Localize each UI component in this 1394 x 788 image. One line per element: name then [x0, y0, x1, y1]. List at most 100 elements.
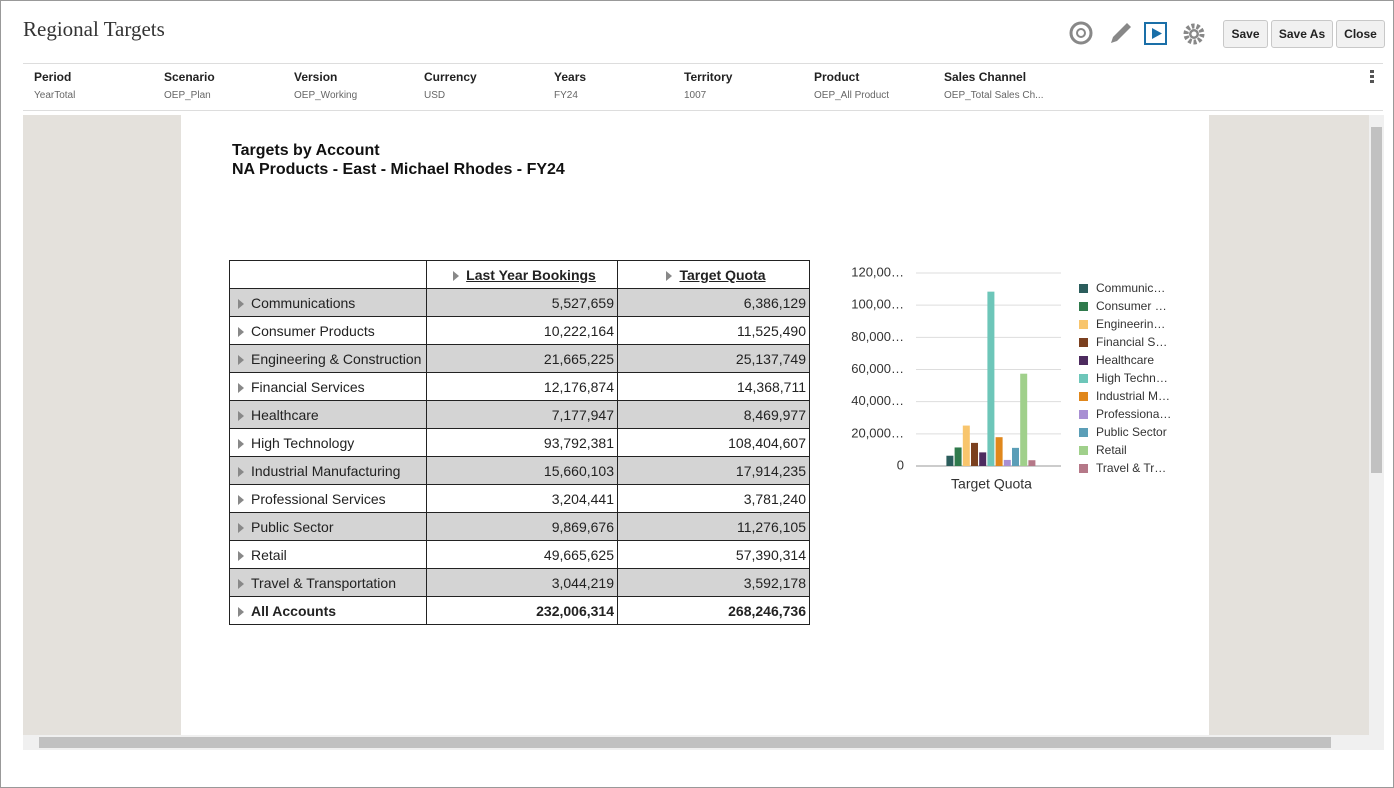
save-button[interactable]: Save [1223, 20, 1268, 48]
legend-swatch [1079, 320, 1088, 329]
close-button[interactable]: Close [1336, 20, 1385, 48]
bar [946, 455, 954, 466]
cell-text: Healthcare [251, 406, 319, 423]
value-cell: 10,222,164 [426, 316, 618, 345]
row: Travel & Transportation 3,044,219 3,592,17… [229, 568, 810, 597]
row-header: Communications [229, 288, 427, 317]
settings-icon[interactable] [1183, 23, 1205, 45]
expand-icon [238, 326, 244, 337]
legend-label: Public Sector [1096, 425, 1167, 439]
value-cell: 25,137,749 [617, 344, 810, 373]
expand-icon [238, 382, 244, 393]
legend-swatch [1079, 446, 1088, 455]
scroll-thumb[interactable] [1371, 127, 1382, 473]
report-subtitle: NA Products - East - Michael Rhodes - FY… [232, 161, 565, 178]
cell-text: Professional Services [251, 490, 386, 507]
cell-text: Travel & Transportation [251, 574, 396, 591]
vertical-scrollbar[interactable] [1369, 115, 1384, 735]
legend-label: Travel & Tr… [1096, 461, 1166, 475]
bar [971, 442, 978, 466]
legend-swatch [1079, 338, 1088, 347]
legend-label: Engineerin… [1096, 317, 1165, 331]
expand-icon [238, 522, 244, 533]
report-title: Targets by Account [232, 142, 380, 159]
value-cell: 57,390,314 [617, 540, 810, 569]
legend-label: Communic… [1096, 281, 1165, 295]
y-tick-label: 80,000… [851, 329, 904, 344]
run-icon[interactable] [1144, 22, 1167, 45]
cell-text: 21,665,225 [543, 350, 614, 367]
cell-text: 25,137,749 [735, 350, 806, 367]
cell-text: Engineering & Construction [251, 350, 422, 367]
expand-icon [238, 438, 244, 449]
scroll-thumb[interactable] [39, 737, 1331, 748]
row: Industrial Manufacturing 15,660,103 17,914… [229, 456, 810, 485]
cell-text: 57,390,314 [735, 546, 806, 563]
horizontal-scrollbar[interactable] [23, 735, 1384, 750]
expand-icon [238, 550, 244, 561]
cell-text: 14,368,711 [736, 378, 806, 395]
pov-label: Period [34, 70, 72, 84]
expand-icon [238, 298, 244, 309]
bar [1003, 459, 1011, 466]
value-cell: 93,792,381 [426, 428, 618, 457]
pov-value: USD [424, 90, 446, 101]
legend-swatch [1079, 428, 1088, 437]
edit-icon[interactable] [1111, 23, 1131, 43]
row: Communications 5,527,659 6,386,129 [229, 288, 810, 317]
legend-label: Retail [1096, 443, 1127, 457]
y-tick-label: 20,000… [851, 425, 904, 440]
legend-label: Professiona… [1096, 407, 1171, 421]
cell-text: 232,006,314 [536, 602, 614, 619]
row-header: Industrial Manufacturing [229, 456, 427, 485]
pov-value: YearTotal [34, 90, 76, 101]
pov-value: OEP_Plan [164, 90, 211, 101]
expand-icon [238, 466, 244, 477]
help-icon[interactable] [1069, 21, 1093, 45]
toolbar-icons[interactable] [1067, 19, 1217, 49]
cell-text: High Technology [251, 434, 355, 451]
cell-text: 3,781,240 [743, 490, 806, 507]
value-cell: 108,404,607 [617, 428, 810, 457]
legend-label: Consumer … [1096, 299, 1167, 313]
expand-icon [666, 270, 673, 281]
bar [1012, 447, 1019, 466]
expand-icon [238, 494, 244, 505]
pov-label: Version [294, 70, 338, 84]
pov-menu[interactable] [1369, 70, 1375, 84]
cell-text: Financial Services [251, 378, 365, 395]
bar [995, 437, 1003, 466]
cell-text: 12,176,874 [543, 378, 614, 395]
expand-icon [238, 606, 244, 617]
column-header: Target Quota [617, 260, 810, 289]
pov-value: OEP_All Product [814, 90, 890, 101]
row: All Accounts 232,006,314 268,246,736 [229, 596, 810, 625]
column-label: Last Year Bookings [466, 266, 596, 283]
legend-swatch [1079, 356, 1088, 365]
cell-text: Consumer Products [251, 322, 375, 339]
expand-icon [238, 578, 244, 589]
column-label: Target Quota [679, 266, 766, 283]
value-cell: 7,177,947 [426, 400, 618, 429]
value-cell: 15,660,103 [426, 456, 618, 485]
value-cell: 9,869,676 [426, 512, 618, 541]
cell-text: 10,222,164 [543, 322, 614, 339]
value-cell: 11,525,490 [617, 316, 810, 345]
cell-text: 6,386,129 [743, 294, 806, 311]
row-header: Engineering & Construction [229, 344, 427, 373]
expand-icon [453, 270, 460, 281]
report-page: Targets by Account NA Products - East - … [181, 115, 1209, 735]
app-title: Regional Targets [23, 17, 165, 41]
cell-text: Communications [251, 294, 356, 311]
row-header: Retail [229, 540, 427, 569]
row-header: Professional Services [229, 484, 427, 513]
pov-value: 1007 [684, 90, 707, 101]
save-as-button[interactable]: Save As [1271, 20, 1333, 48]
row: Public Sector 9,869,676 11,276,105 [229, 512, 810, 541]
content-area: Targets by Account NA Products - East - … [23, 115, 1369, 735]
bar [954, 447, 962, 466]
pov-value: OEP_Working [294, 90, 358, 101]
value-cell: 12,176,874 [426, 372, 618, 401]
value-cell: 3,781,240 [617, 484, 810, 513]
